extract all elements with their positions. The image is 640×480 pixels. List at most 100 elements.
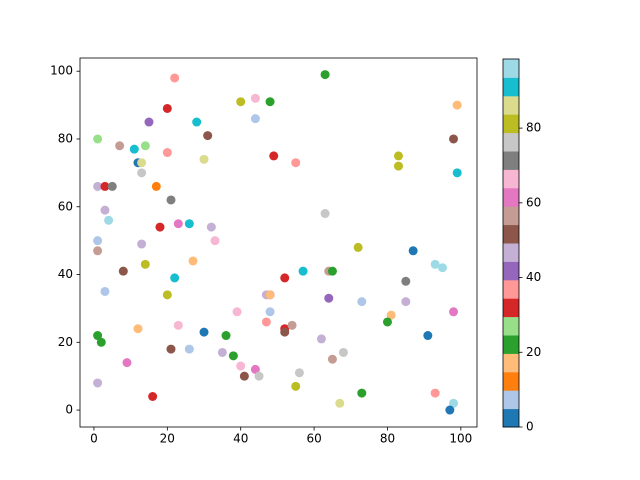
point <box>96 337 106 347</box>
point <box>199 154 209 164</box>
point <box>430 388 440 398</box>
point <box>335 398 345 408</box>
point <box>155 222 165 232</box>
x-tick-label: 80 <box>380 432 395 446</box>
point <box>221 331 231 341</box>
point <box>148 392 158 402</box>
x-tick-label: 40 <box>233 432 248 446</box>
point <box>140 141 150 151</box>
point <box>320 209 330 219</box>
colorbar-segment <box>503 279 519 299</box>
point <box>327 266 337 276</box>
point <box>144 117 154 127</box>
point <box>137 168 147 178</box>
colorbar-segment <box>503 77 519 97</box>
point <box>166 195 176 205</box>
point <box>206 222 216 232</box>
point <box>452 168 462 178</box>
colorbar-tick-label: 60 <box>526 195 541 209</box>
point <box>210 236 220 246</box>
colorbar-segment <box>503 169 519 189</box>
colorbar-segment <box>503 298 519 318</box>
point <box>338 347 348 357</box>
point <box>445 405 455 415</box>
colorbar-segment <box>503 316 519 336</box>
point <box>449 398 459 408</box>
y-tick-label: 40 <box>58 267 73 281</box>
y-tick-label: 80 <box>58 131 73 145</box>
colorbar-segment <box>503 353 519 373</box>
point <box>137 239 147 249</box>
point <box>118 266 128 276</box>
point <box>115 141 125 151</box>
point <box>93 134 103 144</box>
point <box>449 307 459 317</box>
point <box>107 181 117 191</box>
x-tick-label: 60 <box>306 432 321 446</box>
point <box>291 381 301 391</box>
point <box>217 347 227 357</box>
point <box>393 161 403 171</box>
point <box>357 388 367 398</box>
colorbar-segment <box>503 206 519 226</box>
colorbar-tick-label: 80 <box>526 121 541 135</box>
point <box>382 317 392 327</box>
point <box>173 320 183 330</box>
x-tick-label: 20 <box>160 432 175 446</box>
colorbar-tick-label: 40 <box>526 270 541 284</box>
point <box>324 293 334 303</box>
point <box>162 290 172 300</box>
point <box>122 358 132 368</box>
colorbar-segment <box>503 151 519 170</box>
point <box>137 158 147 168</box>
colorbar-segment <box>503 114 519 134</box>
point <box>452 100 462 110</box>
colorbar-segment <box>503 408 519 428</box>
point <box>192 117 202 127</box>
y-tick-label: 100 <box>50 64 73 78</box>
point <box>320 70 330 80</box>
point <box>151 181 161 191</box>
colorbar-segment <box>503 261 519 281</box>
point <box>287 320 297 330</box>
point <box>232 307 242 317</box>
point <box>401 297 411 307</box>
point <box>236 97 246 107</box>
point <box>298 266 308 276</box>
point <box>294 368 304 378</box>
point <box>449 134 459 144</box>
point <box>269 151 279 161</box>
colorbar-segment <box>503 224 519 244</box>
point <box>357 297 367 307</box>
point <box>401 276 411 286</box>
point <box>133 324 143 334</box>
colorbar-segment <box>503 335 519 354</box>
point <box>93 236 103 246</box>
point <box>280 327 290 337</box>
colorbar-tick-label: 0 <box>526 420 534 434</box>
colorbar-segment <box>503 132 519 152</box>
plot-frame <box>79 57 478 428</box>
point <box>386 310 396 320</box>
point <box>250 93 260 103</box>
point <box>173 219 183 229</box>
colorbar-segment <box>503 243 519 262</box>
point <box>170 73 180 83</box>
colorbar-frame <box>502 58 520 428</box>
point <box>265 307 275 317</box>
point <box>166 344 176 354</box>
colorbar-segment <box>503 390 519 410</box>
point <box>100 286 110 296</box>
colorbar-segment <box>503 95 519 115</box>
point <box>250 364 260 374</box>
point <box>430 259 440 269</box>
point <box>327 354 337 364</box>
point <box>93 331 103 341</box>
point <box>100 181 110 191</box>
y-tick-label: 20 <box>58 335 73 349</box>
y-tick-label: 0 <box>65 403 73 417</box>
y-tick-label: 60 <box>58 199 73 213</box>
colorbar-segment <box>503 59 519 78</box>
point <box>265 97 275 107</box>
